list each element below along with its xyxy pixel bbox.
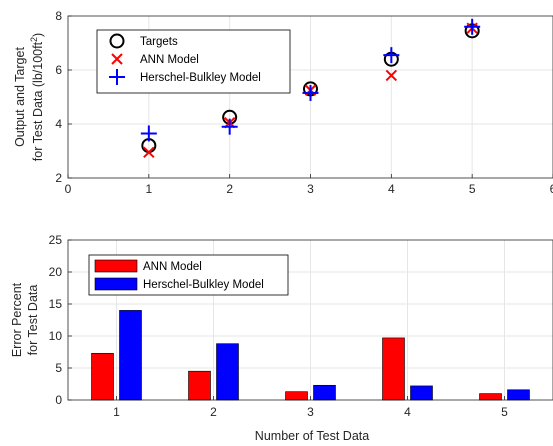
bar-ytick-label: 20 [49,265,63,279]
scatter-xtick-label: 4 [388,182,395,196]
scatter-xtick-label: 2 [226,182,233,196]
bar-marks [91,310,530,401]
bar-ytick-label: 15 [49,297,63,311]
scatter-legend-label: ANN Model [140,54,199,66]
scatter-ticks: 0 1 2 3 4 5 6 2 4 6 8 [55,9,553,196]
scatter-point-plus [464,18,481,35]
bar-hb [410,385,433,401]
scatter-ylabel-line2: for Test Data (lb/100ft2) [29,33,45,161]
legend-marker-circle [109,33,125,49]
bar-xlabel: Number of Test Data [255,429,369,443]
bar-xtick-label: 3 [307,405,314,419]
bar-ann [479,393,502,401]
bar-hb [216,343,239,401]
legend-marker-x [111,53,123,65]
scatter-xtick-label: 5 [469,182,476,196]
scatter-marks [140,18,481,159]
scatter-point-plus [140,125,157,142]
scatter-legend-label: Herschel-Bulkley Model [140,72,261,84]
bar-legend-label: Herschel-Bulkley Model [143,279,264,291]
bar-ann [91,352,114,401]
scatter-ylabel-line1: Output and Target [13,47,27,147]
bar-hb [119,310,142,401]
scatter-point-x [385,69,398,82]
scatter-ytick-label: 6 [55,63,62,77]
bar-ann [285,391,308,401]
bar-ann [382,337,405,401]
bar-hb [507,389,530,401]
bar-xtick-label: 5 [501,405,508,419]
scatter-xtick-label: 3 [307,182,314,196]
scatter-point-plus [302,84,319,101]
bar-ticks: 0 5 10 15 20 25 1 2 3 4 5 [49,233,509,419]
scatter-legend-label: Targets [140,36,178,48]
bar-ytick-label: 0 [55,393,62,407]
bar-ylabel-line1: Error Percent [10,282,24,357]
scatter-xtick-label: 6 [550,182,553,196]
bar-legend-swatch [94,277,138,291]
bar-legend-label: ANN Model [143,261,202,273]
bar-hb [313,384,336,401]
scatter-ytick-label: 2 [55,171,62,185]
scatter-legend: Targets ANN Model Herschel-Bulkley Model [96,29,291,94]
bar-chart: 0 5 10 15 20 25 1 2 3 4 5 Error Percent for Test D… [10,233,553,443]
scatter-point-plus [221,118,238,135]
scatter-ytick-label: 4 [55,117,62,131]
scatter-legend-box [96,29,291,94]
legend-marker-plus [109,69,125,85]
bar-xtick-label: 1 [113,405,120,419]
bar-ytick-label: 5 [55,361,62,375]
bar-ann [188,370,211,401]
bar-ytick-label: 25 [49,233,63,247]
bar-legend-swatch [94,259,138,273]
bar-xtick-label: 4 [404,405,411,419]
scatter-chart: 0 1 2 3 4 5 6 2 4 6 8 Output and Target for Test D… [13,9,553,196]
scatter-xtick-label: 1 [145,182,152,196]
scatter-xtick-label: 0 [65,182,72,196]
scatter-point-x [143,146,155,159]
bar-ylabel-line2: for Test Data [26,285,40,356]
bar-ytick-label: 10 [49,329,63,343]
bar-legend: ANN Model Herschel-Bulkley Model [88,254,289,296]
scatter-ytick-label: 8 [55,9,62,23]
bar-xtick-label: 2 [210,405,217,419]
scatter-point-plus [383,47,400,64]
